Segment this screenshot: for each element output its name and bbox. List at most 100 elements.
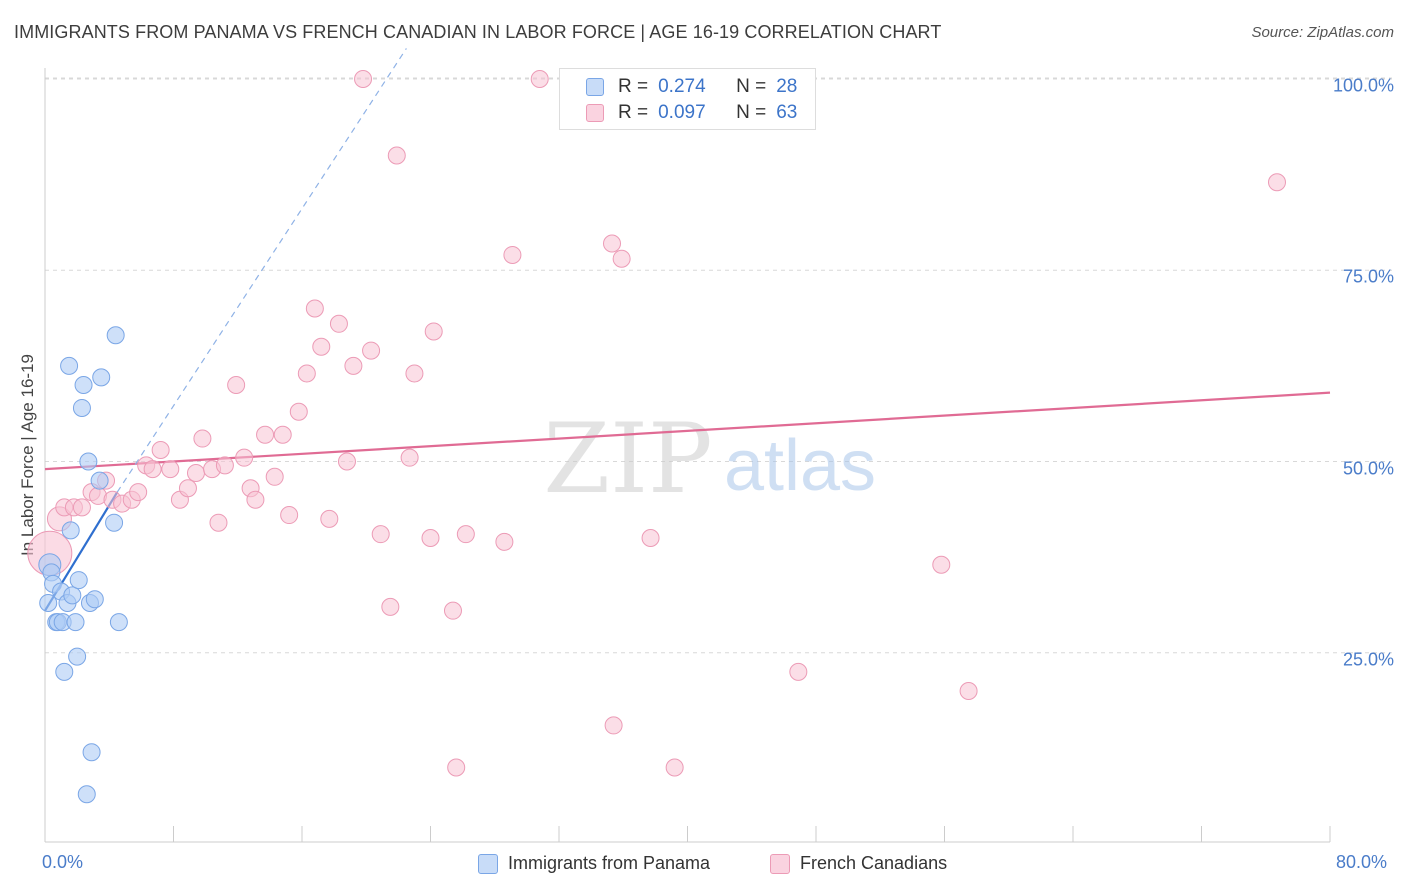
panama-point	[39, 594, 58, 613]
french-point	[387, 146, 406, 165]
panama-point	[82, 743, 101, 762]
french-point	[789, 662, 808, 681]
legend-french-label: French Canadians	[800, 853, 948, 873]
french-point	[215, 456, 234, 475]
stats-row-french: R = 0.097 N = 63	[560, 101, 797, 125]
french-point	[932, 555, 951, 574]
french-point	[405, 364, 424, 383]
n-label: N =	[736, 76, 767, 97]
french-point	[503, 245, 522, 264]
y-tick-label: 25.0%	[1342, 649, 1394, 670]
y-tick-label: 100.0%	[1332, 75, 1394, 96]
chart-title: IMMIGRANTS FROM PANAMA VS FRENCH CANADIA…	[14, 22, 942, 42]
panama-point	[55, 662, 74, 681]
french-point	[312, 337, 331, 356]
n-value: 63	[776, 102, 798, 123]
x-tick-label-min: 0.0%	[42, 852, 84, 872]
french-point	[227, 376, 246, 394]
panama-point	[85, 590, 104, 609]
french-point	[320, 509, 339, 528]
french-point	[143, 460, 162, 479]
n-label: N =	[736, 102, 767, 123]
french-swatch	[586, 104, 604, 122]
french-point	[604, 716, 623, 735]
french-point	[265, 467, 284, 486]
french-point	[354, 70, 373, 88]
french-point	[603, 234, 622, 253]
french-point	[235, 448, 254, 467]
french-point	[289, 402, 308, 421]
points-layer	[27, 70, 1286, 804]
french-point	[178, 479, 197, 498]
watermark: ZIP atlas	[543, 403, 876, 515]
french-point	[612, 249, 631, 268]
french-point	[424, 322, 443, 341]
french-point	[959, 682, 978, 700]
legend-item-panama: Immigrants from Panama	[478, 853, 710, 874]
axis-layer	[44, 68, 1331, 843]
french-point	[362, 341, 381, 360]
french-point	[447, 758, 466, 777]
legend-panama-label: Immigrants from Panama	[508, 853, 711, 873]
panama-trend-extension	[116, 48, 407, 493]
french-point	[246, 490, 265, 509]
french-point	[443, 601, 462, 620]
french-point	[530, 70, 549, 88]
french-point	[495, 532, 514, 551]
panama-point	[66, 613, 85, 632]
french-point	[280, 506, 299, 525]
french-point	[151, 441, 170, 460]
trend-layer	[44, 48, 1331, 612]
french-point	[665, 758, 684, 777]
french-point	[273, 425, 292, 444]
chart-source: Source: ZipAtlas.com	[1251, 24, 1394, 41]
panama-point	[60, 356, 79, 375]
french-trend-line	[44, 391, 1331, 471]
x-tick-label-max: 80.0%	[1336, 852, 1388, 872]
french-point	[371, 525, 390, 544]
panama-point	[109, 613, 128, 632]
legend-french-swatch	[770, 853, 790, 874]
legend-panama-swatch	[478, 853, 498, 874]
panama-point	[106, 326, 125, 345]
grid-layer	[45, 77, 1392, 654]
y-tick-label: 75.0%	[1342, 266, 1394, 287]
y-tick-label: 50.0%	[1342, 458, 1394, 478]
panama-point	[90, 471, 109, 490]
french-point	[72, 498, 91, 517]
french-point	[421, 529, 440, 547]
french-point	[305, 299, 324, 318]
french-point	[193, 429, 212, 448]
panama-point	[61, 521, 80, 540]
french-point	[256, 425, 275, 444]
r-value: 0.274	[658, 76, 706, 97]
french-point	[344, 356, 363, 375]
legend-item-french: French Canadians	[770, 853, 947, 874]
panama-point	[72, 398, 91, 417]
r-label: R =	[618, 76, 649, 97]
panama-point	[63, 586, 82, 605]
french-point	[456, 525, 475, 544]
n-value: 28	[776, 76, 798, 97]
panama-point	[69, 571, 88, 590]
french-point	[161, 460, 180, 479]
watermark-atlas: atlas	[724, 426, 876, 506]
french-point	[186, 463, 205, 482]
r-value: 0.097	[658, 102, 706, 123]
panama-point	[68, 647, 87, 666]
panama-point	[77, 785, 96, 804]
french-point	[1267, 173, 1286, 192]
french-point	[209, 513, 228, 532]
french-point	[297, 364, 316, 383]
french-point	[381, 597, 400, 616]
panama-point	[92, 368, 111, 387]
stats-box: R = 0.274 N = 28 R = 0.097 N = 63	[559, 68, 816, 130]
watermark-zip: ZIP	[543, 403, 712, 515]
french-point	[400, 448, 419, 467]
panama-swatch	[586, 78, 604, 96]
french-point	[329, 314, 348, 333]
french-point	[337, 452, 356, 471]
panama-point	[79, 452, 98, 471]
r-label: R =	[618, 102, 649, 123]
